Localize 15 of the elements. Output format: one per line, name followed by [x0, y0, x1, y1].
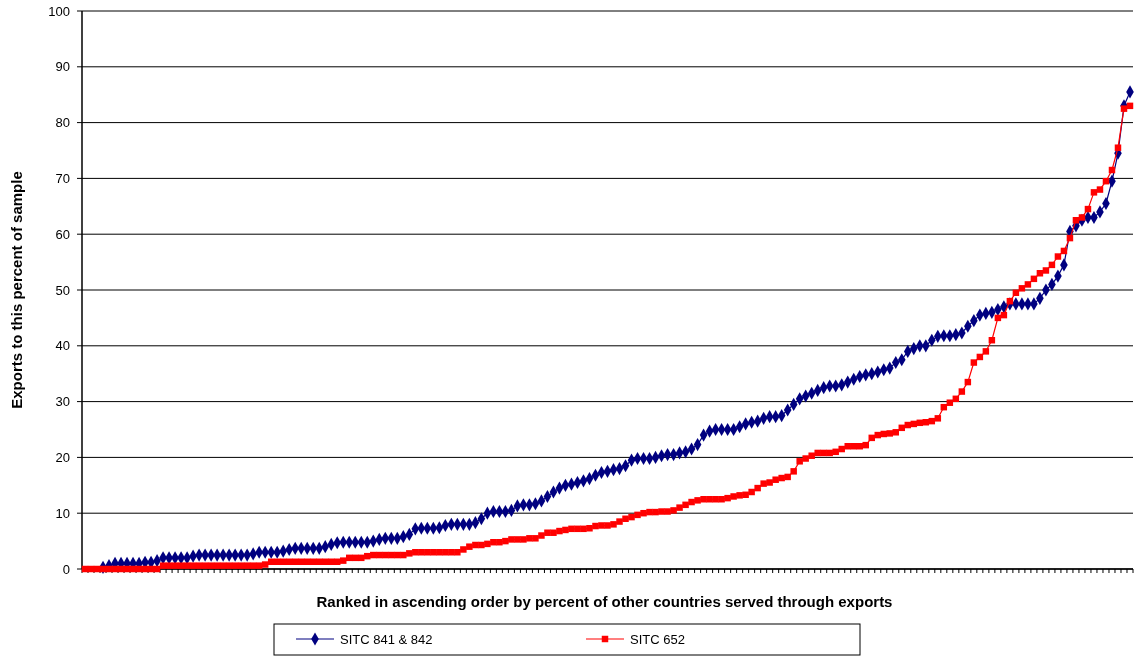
legend-label: SITC 652 [630, 631, 685, 647]
y-tick-label: 70 [55, 170, 70, 186]
y-tick-label: 20 [55, 449, 70, 465]
y-tick-label: 30 [55, 394, 70, 410]
x-axis-title: Ranked in ascending order by percent of other countries served through exports [316, 593, 893, 610]
legend-label: SITC 841 & 842 [340, 631, 433, 647]
y-tick-label: 90 [55, 59, 70, 75]
y-tick-label: 60 [55, 226, 70, 242]
y-tick-label: 100 [48, 3, 70, 19]
y-axis-title: Exports to this percent of sample [8, 171, 25, 409]
y-tick-label: 0 [62, 561, 70, 577]
y-tick-label: 40 [55, 338, 70, 354]
y-tick-label: 80 [55, 115, 70, 131]
y-tick-label: 50 [55, 282, 70, 298]
y-tick-label: 10 [55, 505, 70, 521]
